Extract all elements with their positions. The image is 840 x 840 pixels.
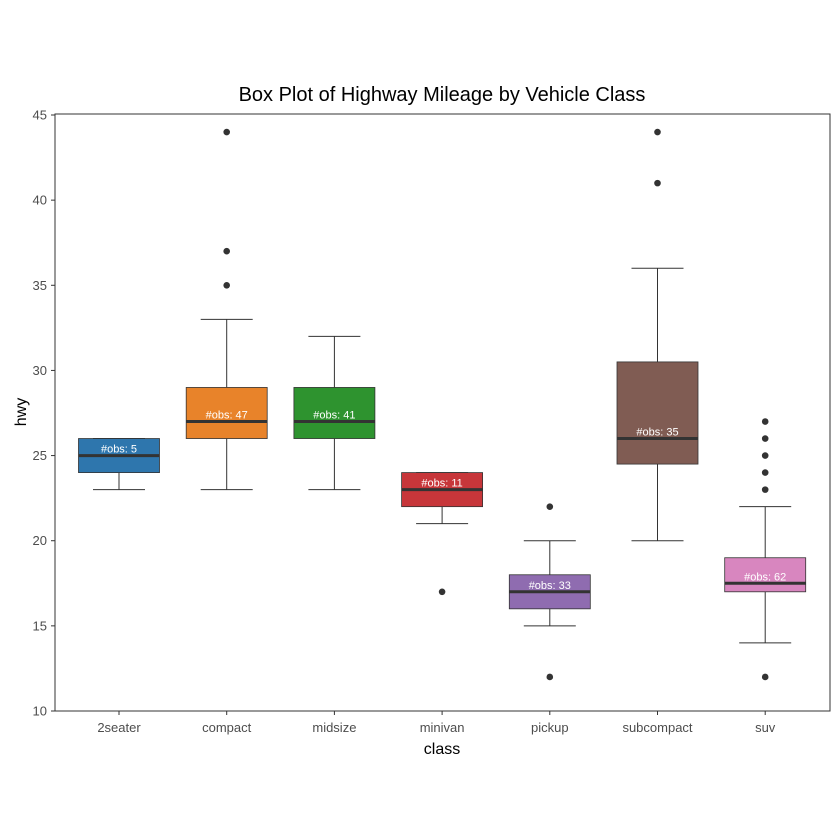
x-tick-label: suv [755,720,776,735]
y-tick-label: 10 [33,704,47,719]
box-subcompact: #obs: 35 [616,128,699,542]
obs-count-label: #obs: 62 [744,571,786,583]
y-tick-label: 35 [33,278,47,293]
obs-count-label: #obs: 5 [101,444,137,456]
y-axis-title: hwy [13,398,30,426]
box-midsize: #obs: 41 [293,335,376,491]
obs-count-label: #obs: 35 [636,427,678,439]
x-tick-label: compact [202,720,252,735]
obs-count-label: #obs: 33 [529,580,571,592]
outlier-point [654,179,661,187]
outlier-point [223,247,230,255]
chart-title: Box Plot of Highway Mileage by Vehicle C… [239,84,646,106]
x-tick-label: midsize [312,720,356,735]
box-iqr [293,387,376,439]
outlier-point [546,673,554,681]
obs-count-label: #obs: 11 [421,478,462,490]
outlier-point [761,486,769,493]
plot-panel-border [54,113,831,712]
outlier-point [223,281,230,289]
outlier-point [761,435,769,442]
outlier-point [654,128,661,136]
outlier-point [761,469,769,476]
y-tick-label: 20 [33,533,47,548]
y-tick-label: 45 [33,108,47,123]
x-axis-title: class [424,741,460,758]
y-axis: 10 15 20 25 30 35 40 45 [33,108,55,719]
box-minivan: #obs: 11 [401,472,484,596]
y-tick-label: 25 [33,448,47,463]
x-axis: 2seater compact midsize minivan pickup subcom… [97,711,776,735]
outlier-point [546,503,554,510]
outlier-point [761,452,769,459]
outlier-point [223,128,230,136]
outlier-point [761,673,769,681]
y-tick-label: 40 [33,193,47,208]
outlier-point [761,418,769,425]
y-tick-label: 30 [33,363,47,378]
box-pickup: #obs: 33 [508,503,591,681]
x-tick-label: minivan [420,720,465,735]
box-compact: #obs: 47 [185,128,268,491]
box-iqr [185,387,268,439]
box-iqr [616,361,699,465]
obs-count-label: #obs: 47 [206,410,248,422]
x-tick-label: pickup [531,720,569,735]
x-tick-label: subcompact [622,720,692,735]
obs-count-label: #obs: 41 [313,410,355,422]
box-suv: #obs: 62 [724,418,807,681]
outlier-point [438,588,446,596]
box-iqr [724,557,807,593]
box-series: #obs: 5 #obs: 47 #obs: 41 #obs: 11 #obs: 33 #… [78,128,807,681]
x-tick-label: 2seater [97,720,141,735]
y-tick-label: 15 [33,618,47,633]
box-2seater: #obs: 5 [78,438,160,491]
